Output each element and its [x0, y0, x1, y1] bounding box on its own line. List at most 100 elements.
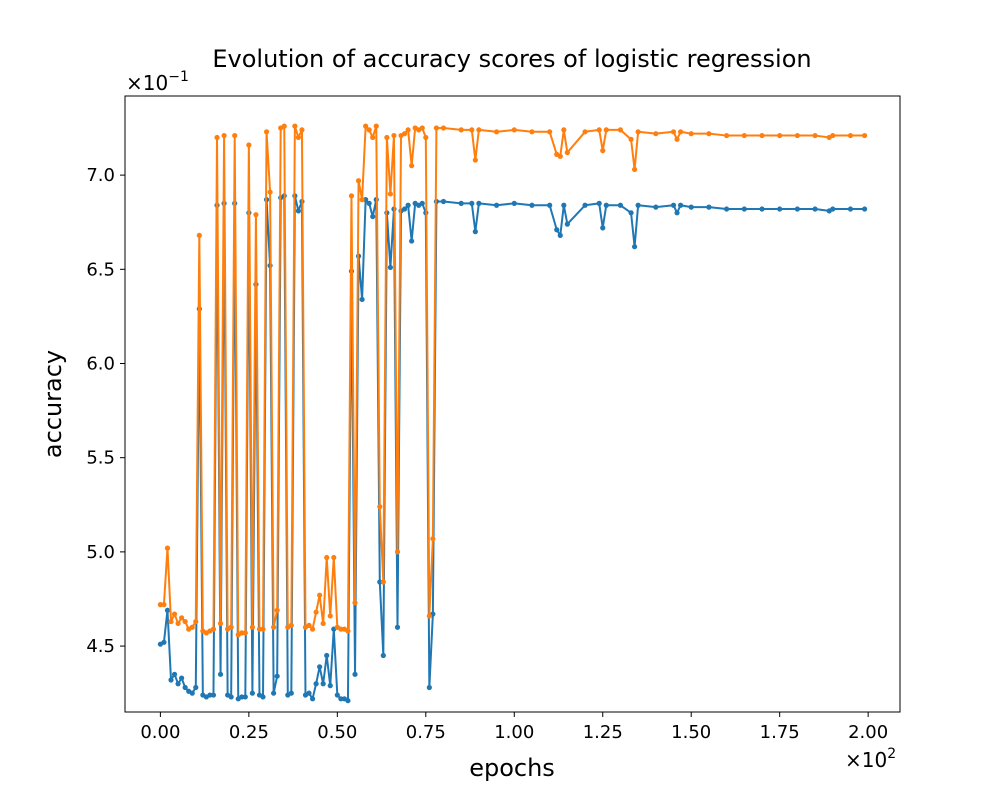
- series-1-point: [794, 206, 800, 212]
- series-2-point: [458, 127, 464, 133]
- svg-text:×102: ×102: [845, 746, 896, 772]
- series-2-point: [253, 212, 259, 218]
- series-1-point: [511, 200, 517, 206]
- series-1-point: [419, 200, 425, 206]
- series-1-point: [409, 238, 415, 244]
- x-axis: 0.00 0.25 0.50 0.75 1.00 1.25 1.50 1.75 2.00: [140, 712, 888, 743]
- series-1-point: [458, 200, 464, 206]
- series-2-point: [274, 607, 280, 613]
- series-2-point: [210, 626, 217, 632]
- series-2-point: [355, 178, 362, 184]
- x-tick-label: 0.50: [317, 722, 357, 743]
- series-1-point: [168, 677, 174, 683]
- series-1-point: [688, 204, 694, 210]
- series-2-point: [596, 127, 602, 133]
- series-2-point: [217, 620, 224, 627]
- series-1-point: [812, 206, 818, 212]
- series-1-point: [352, 671, 358, 677]
- series-1: [157, 193, 868, 704]
- y-offset-exponent: −1: [168, 69, 189, 85]
- series-2-point: [214, 134, 220, 141]
- series-2-point: [426, 613, 432, 619]
- y-axis: 4.5 5.0 5.5 6.0 6.5 7.0: [86, 165, 125, 657]
- series-1-point: [847, 206, 854, 212]
- series-1-point: [554, 227, 560, 233]
- series-2-point: [653, 131, 659, 137]
- series-1-point: [210, 692, 217, 698]
- series-2-point: [862, 132, 868, 139]
- series-1-point: [179, 675, 185, 681]
- series-2-point: [196, 232, 202, 238]
- series-2-point: [677, 129, 684, 135]
- series-2-point: [348, 193, 355, 199]
- series-1-point: [653, 204, 659, 210]
- series-2-point: [281, 123, 287, 129]
- series-1-point: [635, 202, 641, 208]
- series-1-point: [274, 673, 280, 679]
- series-1-point: [324, 652, 330, 659]
- series-2-point: [320, 620, 326, 627]
- series-2-point: [242, 630, 248, 636]
- series-2-point: [564, 149, 570, 156]
- series-2-point: [221, 132, 227, 139]
- series-1-point: [327, 683, 333, 689]
- series-1-point: [674, 210, 680, 216]
- series-2-point: [812, 132, 818, 139]
- series-1-point: [394, 624, 401, 630]
- series-2-point: [547, 129, 553, 135]
- series-2-point: [189, 624, 195, 630]
- series-2-point: [295, 134, 301, 141]
- series-1-point: [334, 692, 340, 698]
- series-1-point: [370, 213, 376, 220]
- chart-title: Evolution of accuracy scores of logistic…: [212, 45, 811, 73]
- series-2-point: [249, 624, 255, 630]
- series-2-point: [440, 125, 447, 131]
- x-tick-label: 1.25: [583, 722, 623, 743]
- series-1-point: [309, 696, 316, 702]
- series-1-point: [706, 204, 712, 210]
- series-2-point: [182, 618, 188, 625]
- series-1-point: [777, 206, 783, 212]
- series-1-point: [600, 225, 606, 231]
- series-1-point: [387, 264, 394, 271]
- series-1-point: [759, 206, 765, 212]
- series-2-point: [380, 579, 386, 585]
- series-1-point: [529, 202, 535, 208]
- series-2-point: [401, 131, 408, 137]
- series-2-point: [352, 600, 358, 606]
- y-offset-label: ×10−1: [126, 69, 189, 95]
- series-2-point: [324, 554, 330, 561]
- series-1-point: [175, 681, 181, 687]
- series-2-point: [631, 166, 638, 173]
- plot-area: [157, 123, 868, 704]
- series-2-point: [830, 132, 836, 139]
- series-2-point: [359, 197, 365, 203]
- series-1-point: [313, 681, 319, 687]
- series-2-point: [419, 125, 425, 131]
- series-1-point: [249, 690, 255, 696]
- series-2-point: [741, 132, 747, 139]
- series-2-point: [271, 624, 277, 630]
- series-2-point: [394, 549, 401, 555]
- series-2-point: [794, 132, 800, 139]
- series-1-point: [603, 202, 609, 208]
- series-1-point: [582, 202, 588, 208]
- series-2-point: [469, 127, 475, 133]
- x-tick-label: 1.75: [760, 722, 800, 743]
- series-2-point: [433, 125, 440, 131]
- series-2-point: [292, 123, 298, 129]
- x-tick-label: 0.00: [140, 722, 180, 743]
- series-1-point: [171, 671, 178, 677]
- x-tick-label: 1.50: [671, 722, 711, 743]
- series-2-point: [377, 504, 383, 510]
- series-1-point: [405, 202, 411, 208]
- series-2-point: [309, 626, 316, 632]
- series-2-point: [493, 129, 500, 135]
- series-2-point: [306, 622, 312, 628]
- series-2-point: [171, 611, 178, 617]
- series-2-point: [370, 134, 376, 141]
- x-tick-label: 0.25: [229, 722, 269, 743]
- x-tick-label: 0.75: [406, 722, 446, 743]
- series-2-point: [561, 127, 567, 133]
